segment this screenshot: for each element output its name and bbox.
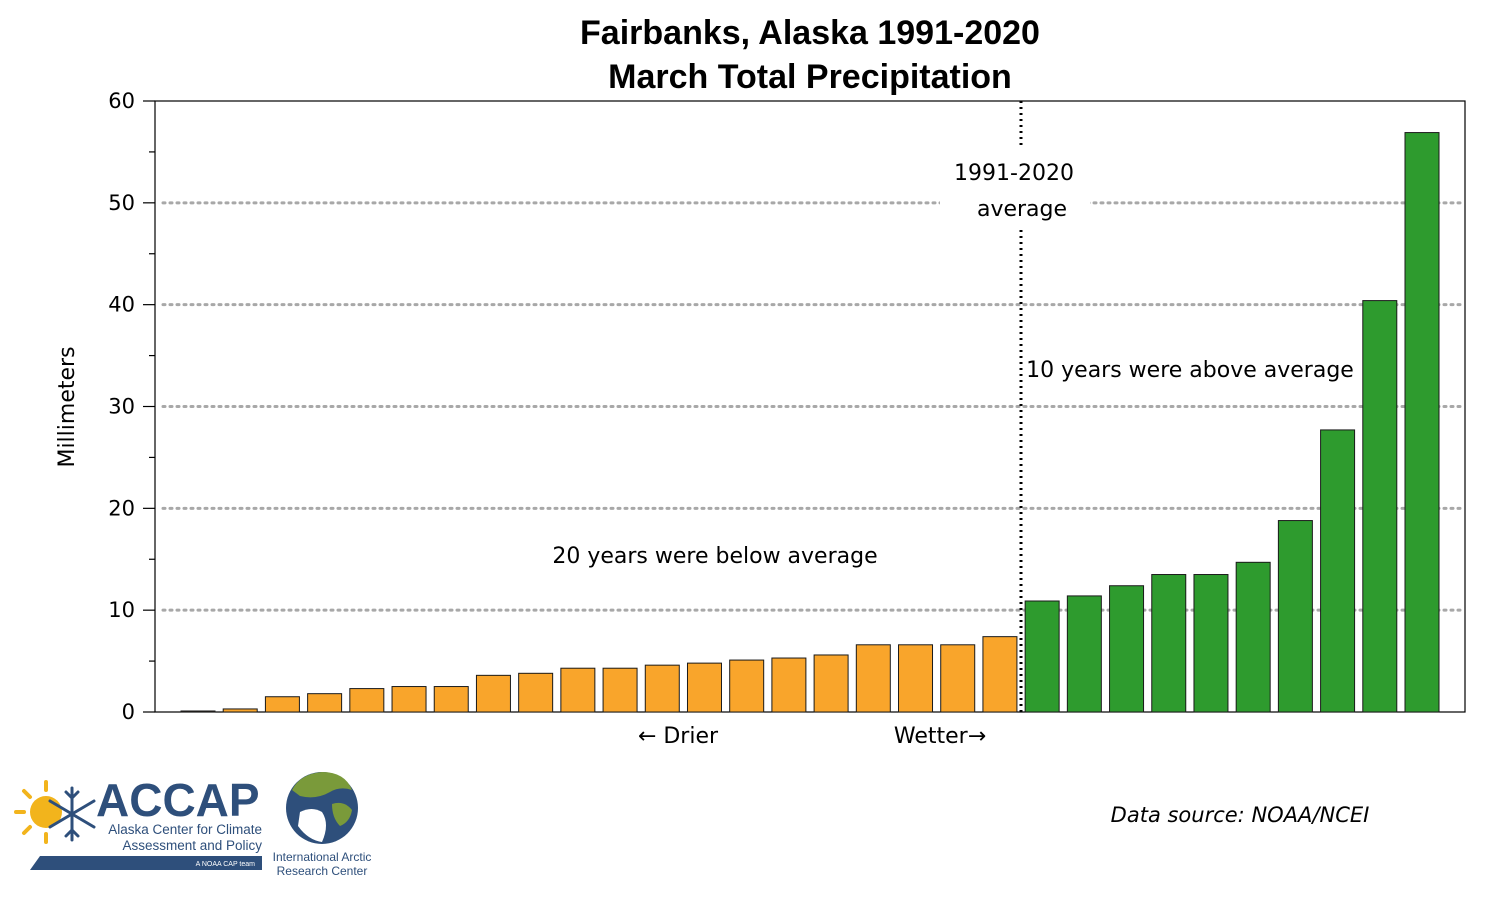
accap-line2: Assessment and Policy [122,838,262,853]
bar-below-average [940,644,976,713]
y-tick-label: 60 [108,89,135,113]
y-tick-label: 30 [108,395,135,419]
above-average-note: 10 years were above average [1026,358,1354,383]
sun-icon [14,780,62,844]
chart-title-line2: March Total Precipitation [608,58,1012,96]
bar-below-average [180,710,216,713]
y-tick-label: 40 [108,293,135,317]
bar-below-average [729,659,765,713]
bar-below-average [982,636,1018,713]
bar-below-average [644,664,680,713]
iarc-line2: Research Center [277,864,368,878]
bar-below-average [264,696,300,713]
bar-below-average [898,644,934,713]
bar-above-average [1320,429,1356,713]
y-tick-label: 0 [122,700,135,724]
bar-below-average [686,662,722,713]
above-note-backdrop [1028,352,1358,384]
bar-above-average [1404,132,1440,713]
bar-below-average [307,693,343,713]
snowflake-icon [48,786,96,842]
wetter-label: Wetter→ [894,724,986,749]
average-label-line1: 1991-2020 [954,161,1074,186]
bar-above-average [1151,574,1187,713]
bar-below-average [433,686,469,713]
bar-below-average [602,667,638,713]
globe-icon [286,772,358,844]
accap-tagline: A NOAA CAP team [196,861,256,868]
bar-below-average [518,672,554,713]
y-tick-label: 20 [108,496,135,520]
data-source: Data source: NOAA/NCEI [1111,803,1370,827]
chart-title-line1: Fairbanks, Alaska 1991-2020 [580,14,1040,52]
bar-below-average [222,708,258,713]
bars [180,132,1440,713]
iarc-logo: International Arctic Research Center [273,772,372,878]
y-tick-label: 50 [108,191,135,215]
below-average-note: 20 years were below average [552,544,877,569]
y-axis-label: Millimeters [55,346,80,467]
bar-below-average [813,654,849,713]
bar-above-average [1193,574,1229,713]
bar-above-average [1024,600,1060,713]
bar-below-average [771,657,807,713]
average-label-line2: average [977,197,1067,222]
bar-above-average [1277,520,1313,713]
accap-logo: ACCAP Alaska Center for Climate Assessme… [14,774,262,870]
bar-below-average [391,686,427,713]
drier-label: ← Drier [638,724,719,749]
accap-name: ACCAP [96,774,260,826]
bar-below-average [475,674,511,713]
average-label-backdrop [940,152,1090,226]
y-axis-ticks: 0 10 20 30 40 50 60 [108,89,155,724]
bar-above-average [1235,561,1271,713]
bar-below-average [560,667,596,713]
accap-line1: Alaska Center for Climate [108,822,262,837]
iarc-line1: International Arctic [273,850,372,864]
bar-below-average [855,644,891,713]
bar-above-average [1362,300,1398,713]
accap-banner [30,856,262,870]
bar-above-average [1066,595,1102,713]
bar-below-average [349,688,385,713]
bar-above-average [1109,585,1145,713]
y-tick-label: 10 [108,598,135,622]
